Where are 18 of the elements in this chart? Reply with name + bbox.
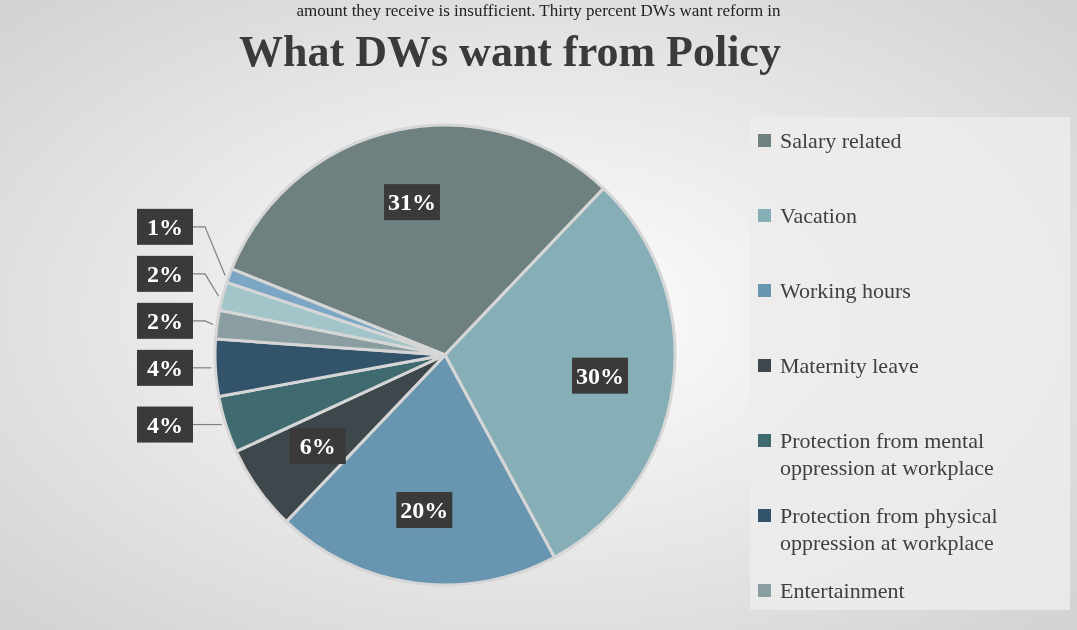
legend-label: Entertainment [780,577,905,603]
legend-label: Protection from mental oppression at workplace [780,427,994,480]
legend-label: Working hours [780,277,911,303]
legend-label: Protection from physical oppression at workplace [780,502,998,555]
data-label: 4% [147,411,183,438]
data-label: 1% [147,213,183,240]
legend-label: Salary related [780,127,902,153]
legend-label: Maternity leave [780,352,919,378]
data-label: 4% [147,354,183,381]
text: amount they receive is insufficient. Thirty percent DWs want reform in [296,1,782,20]
data-label: 30% [576,362,625,389]
data-label: 31% [387,189,436,216]
data-label: 20% [400,497,449,524]
data-label: 2% [147,307,183,334]
data-label: 6% [299,433,336,460]
legend-label: Vacation [780,202,857,228]
chart-title: What DWs want from Policy [239,27,781,76]
data-label: 2% [147,260,183,287]
